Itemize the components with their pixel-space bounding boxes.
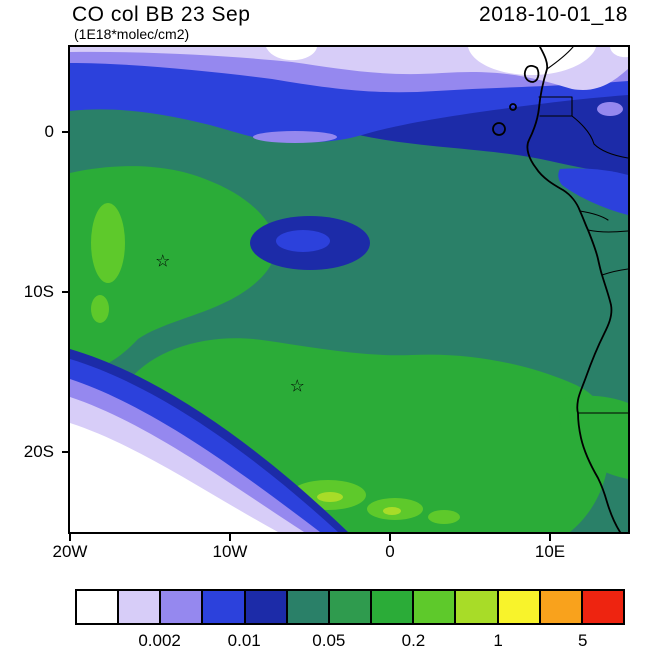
country-borders — [538, 47, 628, 414]
contour-patch-white-center — [266, 47, 317, 61]
colorbar-cell — [370, 591, 413, 623]
contour-region-green-west — [70, 166, 277, 377]
x-axis-labels: 20W 10W 0 10E — [53, 542, 628, 566]
x-axis-tick — [69, 534, 71, 541]
colorbar-tick-label: 0.05 — [312, 631, 346, 650]
star-marker: ☆ — [290, 376, 305, 396]
x-axis-tick — [229, 534, 231, 541]
contour-patch-white-right — [468, 47, 596, 75]
colorbar-cell — [77, 591, 118, 623]
colorbar-cell — [159, 591, 202, 623]
colorbar-cell — [117, 591, 160, 623]
x-axis-label: 10E — [534, 542, 566, 561]
contour-patch-white-corner — [610, 47, 628, 58]
plot-units: (1E18*molec/cm2) — [74, 26, 190, 42]
colorbar-tick-label: 1 — [493, 631, 503, 650]
y-axis-tick — [62, 291, 69, 293]
contour-region-green-angola — [559, 395, 628, 479]
colorbar-cell — [580, 591, 624, 623]
colorbar-tick-label: 0.01 — [227, 631, 261, 650]
contour-max-west — [91, 203, 125, 283]
island-sao-tome — [492, 122, 506, 136]
map-frame: ☆ ☆ — [62, 45, 630, 541]
colorbar-cell — [201, 591, 244, 623]
contour-streak-periwinkle — [253, 131, 337, 143]
contour-max-south-3 — [428, 510, 460, 524]
colorbar-tick-label: 0.002 — [138, 631, 181, 650]
colorbar-cell — [538, 591, 581, 623]
x-axis-ticks — [69, 532, 628, 542]
contour-patch-congo-light — [597, 102, 623, 116]
y-axis-ticks — [60, 47, 70, 532]
star-marker: ☆ — [155, 252, 170, 272]
contour-max-west-2 — [91, 295, 109, 323]
x-axis-label: 20W — [52, 542, 88, 561]
colorbar — [75, 589, 625, 625]
x-axis-label: 10W — [212, 542, 248, 561]
x-axis-tick — [549, 534, 551, 541]
plot-title: CO col BB 23 Sep — [72, 3, 251, 26]
marker-layer: ☆☆ — [155, 252, 305, 397]
colorbar-tick-label: 0.2 — [401, 631, 426, 650]
colorbar-tick-label: 5 — [577, 631, 588, 650]
y-axis-tick — [62, 131, 69, 133]
contour-sw-white — [70, 423, 278, 532]
contour-max-core-1 — [317, 492, 343, 502]
y-axis-label: 20S — [23, 442, 54, 461]
contour-wedge-congo-blue — [558, 168, 628, 215]
y-axis-labels: 0 10S 20S — [0, 47, 58, 532]
x-axis-label: 0 — [385, 542, 395, 561]
y-axis-tick — [62, 451, 69, 453]
colorbar-cell — [496, 591, 539, 623]
contour-region-minimum-core — [276, 230, 330, 252]
colorbar-cell — [327, 591, 371, 623]
colorbar-cell — [454, 591, 497, 623]
y-axis-label: 10S — [23, 282, 54, 301]
contour-max-core-2 — [383, 507, 401, 515]
colorbar-labels: 0.002 0.01 0.05 0.2 1 5 — [75, 631, 625, 653]
plot-timestamp: 2018-10-01_18 — [479, 3, 628, 26]
colorbar-cell — [243, 591, 286, 623]
colorbar-cell — [285, 591, 328, 623]
colorbar-cell — [412, 591, 455, 623]
island-bioko — [523, 64, 540, 83]
y-axis-label: 0 — [44, 122, 54, 141]
island-principe — [509, 103, 517, 111]
x-axis-tick — [389, 534, 391, 541]
contour-map: ☆☆ — [70, 47, 628, 532]
